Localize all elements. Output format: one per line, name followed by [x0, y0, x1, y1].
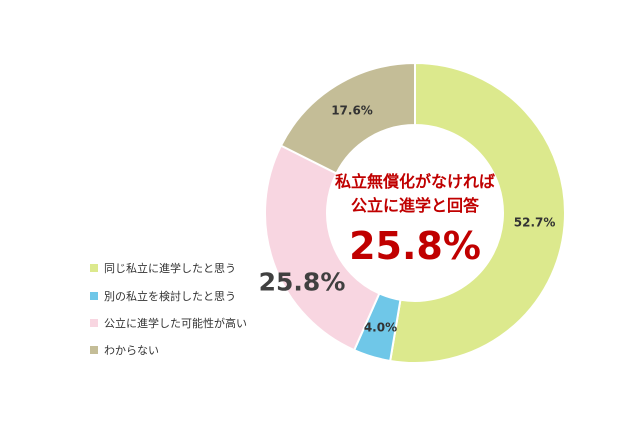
- legend-label-same-private: 同じ私立に進学したと思う: [104, 262, 236, 275]
- center-annotation-line1: 私立無償化がなければ: [334, 172, 495, 191]
- legend-label-unknown: わからない: [104, 344, 159, 357]
- donut-data-labels: 52.7% 4.0% 25.8% 17.6%: [259, 103, 556, 334]
- center-annotation-value: 25.8%: [349, 224, 481, 268]
- legend-label-other-private: 別の私立を検討したと思う: [104, 290, 236, 303]
- legend-item-public: 公立に進学した可能性が高い: [90, 314, 247, 332]
- legend-swatch-other-private: [90, 292, 98, 300]
- legend-swatch-same-private: [90, 264, 98, 272]
- slice-public: [264, 144, 381, 352]
- slice-unknown: [279, 61, 416, 175]
- data-label-same-private: 52.7%: [514, 215, 556, 229]
- slice-same-private: [389, 61, 566, 364]
- legend-item-other-private: 別の私立を検討したと思う: [90, 287, 236, 305]
- legend-swatch-public: [90, 319, 98, 327]
- donut-slices: [264, 61, 566, 364]
- legend-label-public: 公立に進学した可能性が高い: [104, 317, 247, 330]
- legend-swatch-unknown: [90, 346, 98, 354]
- legend-item-same-private: 同じ私立に進学したと思う: [90, 259, 236, 277]
- data-label-public: 25.8%: [259, 267, 346, 296]
- legend-item-unknown: わからない: [90, 341, 159, 359]
- center-annotation-line2: 公立に進学と回答: [350, 196, 479, 215]
- data-label-unknown: 17.6%: [331, 103, 373, 117]
- data-label-other-private: 4.0%: [364, 320, 397, 334]
